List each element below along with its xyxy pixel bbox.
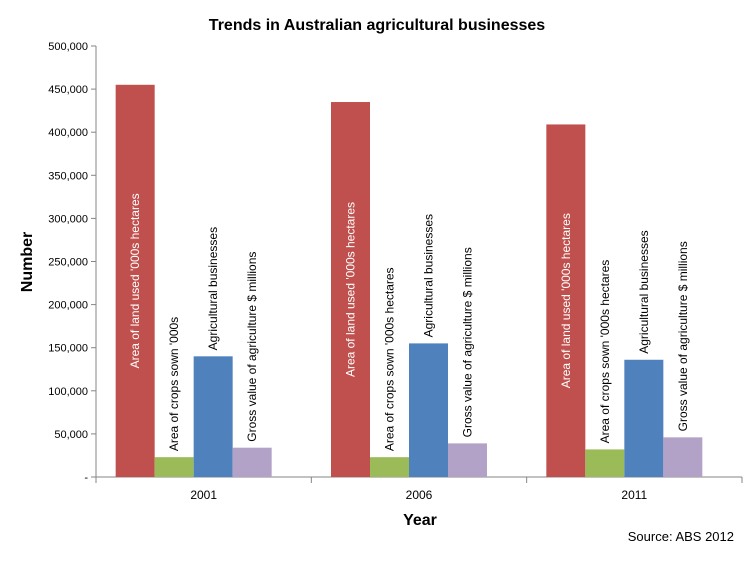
x-tick-label: 2001 bbox=[190, 488, 217, 502]
x-axis-title: Year bbox=[403, 512, 437, 529]
bar bbox=[115, 84, 155, 477]
bar-label: Gross value of agriculture $ millions bbox=[461, 247, 475, 437]
y-tick-label: 200,000 bbox=[48, 300, 88, 312]
bar bbox=[663, 437, 703, 477]
source-note: Source: ABS 2012 bbox=[628, 529, 734, 544]
y-tick-label: 300,000 bbox=[48, 213, 88, 225]
bar bbox=[624, 359, 664, 477]
bar bbox=[193, 356, 233, 477]
bar bbox=[585, 449, 625, 477]
bar bbox=[370, 457, 409, 477]
y-tick-label: - bbox=[84, 472, 88, 484]
x-tick-label: 2006 bbox=[406, 488, 433, 502]
x-tick-label: 2011 bbox=[621, 488, 647, 502]
bar-label: Gross value of agriculture $ millions bbox=[245, 252, 259, 442]
bar bbox=[409, 343, 448, 477]
y-axis-title: Number bbox=[19, 232, 36, 292]
bar-label: Gross value of agriculture $ millions bbox=[676, 241, 690, 431]
y-tick-label: 400,000 bbox=[48, 127, 88, 139]
y-tick-label: 50,000 bbox=[54, 429, 88, 441]
bar bbox=[546, 124, 586, 477]
bar bbox=[331, 102, 370, 477]
bar bbox=[232, 447, 272, 477]
y-tick-label: 450,000 bbox=[48, 84, 88, 96]
bar-label: Area of land used '000s hectares bbox=[559, 213, 573, 388]
bar-label: Area of land used '000s hectares bbox=[344, 202, 358, 377]
bar-label: Area of crops sown '000s hectares bbox=[383, 267, 397, 451]
bar-label: Area of crops sown '000s bbox=[167, 317, 181, 451]
bar-label: Agricultural businesses bbox=[422, 214, 436, 337]
plot-area: - 50,000 100,000 150,000 200,000 250,000 300,0… bbox=[48, 41, 743, 502]
y-tick-label: 100,000 bbox=[48, 386, 88, 398]
bar-label: Area of crops sown '000s hectares bbox=[598, 260, 612, 444]
bar bbox=[448, 443, 487, 477]
y-tick-label: 500,000 bbox=[48, 41, 88, 53]
y-tick-label: 250,000 bbox=[48, 257, 88, 269]
chart-title: Trends in Australian agricultural busine… bbox=[209, 17, 546, 34]
bar-label: Agricultural businesses bbox=[637, 230, 651, 353]
bar bbox=[154, 457, 194, 477]
bar-label: Area of land used '000s hectares bbox=[128, 193, 142, 368]
y-tick-label: 350,000 bbox=[48, 170, 88, 182]
bar-label: Agricultural businesses bbox=[206, 227, 220, 350]
y-tick-label: 150,000 bbox=[48, 343, 88, 355]
